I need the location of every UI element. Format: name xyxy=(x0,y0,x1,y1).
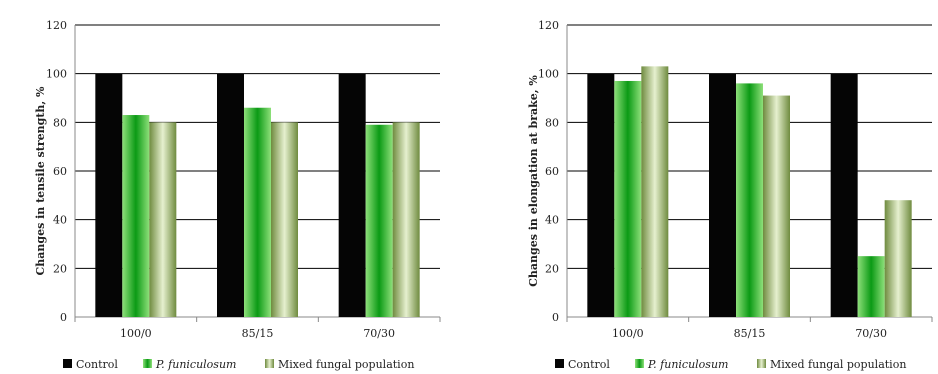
bar-mixed-85-15 xyxy=(763,95,790,317)
y-tick-label: 0 xyxy=(552,311,559,324)
y-axis-title: Changes in tensile strength, % xyxy=(34,86,47,276)
bar-control-85-15 xyxy=(217,73,244,318)
y-tick-label: 0 xyxy=(60,311,67,324)
y-tick-label: 40 xyxy=(53,214,67,227)
x-tick-label: 100/0 xyxy=(612,327,644,340)
legend-label-mixed: Mixed fungal population xyxy=(770,358,906,371)
legend-label-mixed: Mixed fungal population xyxy=(278,358,414,371)
legend-label-control: Control xyxy=(568,358,610,371)
bar-control-70-30 xyxy=(338,73,366,318)
x-tick-label: 70/30 xyxy=(855,327,887,340)
x-tick-label: 100/0 xyxy=(120,327,152,340)
x-tick-label: 70/30 xyxy=(363,327,395,340)
bar-mixed-70-30 xyxy=(392,122,420,317)
bar-mixed-100-0 xyxy=(149,122,177,317)
y-tick-label: 20 xyxy=(53,262,67,275)
chart-panel-2: 0 20 40 60 80 100 120 Changes in elongation at … xyxy=(527,19,933,371)
bar-mixed-85-15 xyxy=(271,122,298,317)
y-tick-label: 40 xyxy=(545,214,559,227)
y-tick-label: 120 xyxy=(46,19,67,32)
bar-p-funiculosum-100-0 xyxy=(122,115,150,318)
y-tick-label: 100 xyxy=(46,68,67,81)
legend-swatch-mixed xyxy=(265,359,274,368)
legend-swatch-p-funiculosum xyxy=(635,359,644,368)
bar-p-funiculosum-85-15 xyxy=(736,83,763,318)
x-tick-label: 85/15 xyxy=(242,327,274,340)
bar-control-100-0 xyxy=(587,73,615,318)
y-tick-label: 20 xyxy=(545,262,559,275)
bar-mixed-70-30 xyxy=(884,200,912,317)
y-tick-label: 100 xyxy=(538,68,559,81)
legend-label-p-funiculosum: P. funiculosum xyxy=(647,358,728,371)
legend-label-p-funiculosum: P. funiculosum xyxy=(155,358,236,371)
chart-panel-1: 0 20 40 60 80 100 120 Changes in tensile streng… xyxy=(34,19,441,371)
y-tick-label: 60 xyxy=(53,165,67,178)
y-tick-label: 120 xyxy=(538,19,559,32)
legend-swatch-control xyxy=(555,359,564,368)
y-tick-label: 60 xyxy=(545,165,559,178)
bar-p-funiculosum-70-30 xyxy=(365,124,393,318)
legend-swatch-control xyxy=(63,359,72,368)
bar-p-funiculosum-70-30 xyxy=(857,256,885,317)
bar-control-70-30 xyxy=(830,73,858,318)
y-axis-title: Changes in elongation at brake, % xyxy=(527,75,540,287)
legend-swatch-mixed xyxy=(757,359,766,368)
bar-control-100-0 xyxy=(95,73,123,318)
bar-p-funiculosum-100-0 xyxy=(614,80,642,317)
x-tick-label: 85/15 xyxy=(734,327,766,340)
bar-p-funiculosum-85-15 xyxy=(244,107,271,317)
bar-control-85-15 xyxy=(709,73,736,318)
bar-mixed-100-0 xyxy=(641,66,669,317)
legend-label-control: Control xyxy=(76,358,118,371)
y-tick-label: 80 xyxy=(545,116,559,129)
legend-swatch-p-funiculosum xyxy=(143,359,152,368)
y-tick-label: 80 xyxy=(53,116,67,129)
